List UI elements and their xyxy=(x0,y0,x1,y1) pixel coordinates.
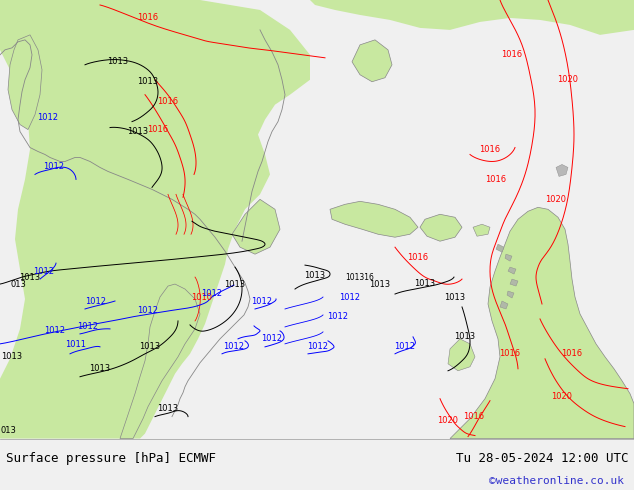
Polygon shape xyxy=(8,35,42,129)
Text: 1011: 1011 xyxy=(65,341,86,349)
Text: Surface pressure [hPa] ECMWF: Surface pressure [hPa] ECMWF xyxy=(6,452,216,465)
Text: 1013: 1013 xyxy=(89,364,110,373)
Text: 1012: 1012 xyxy=(44,162,65,171)
Text: Tu 28-05-2024 12:00 UTC (12+24): Tu 28-05-2024 12:00 UTC (12+24) xyxy=(456,452,634,465)
Text: 1012: 1012 xyxy=(77,322,98,331)
Text: 1020: 1020 xyxy=(552,392,573,401)
Text: 1013: 1013 xyxy=(304,270,326,280)
Text: 1013: 1013 xyxy=(455,332,476,342)
Text: 1016: 1016 xyxy=(408,253,429,262)
Text: 1013: 1013 xyxy=(224,280,245,289)
Text: 1012: 1012 xyxy=(138,306,158,316)
Text: 1016: 1016 xyxy=(157,97,179,106)
Polygon shape xyxy=(120,284,200,439)
Polygon shape xyxy=(556,165,568,176)
Text: 013: 013 xyxy=(10,280,26,289)
Text: 1016: 1016 xyxy=(562,349,583,358)
Text: 1016: 1016 xyxy=(148,125,169,134)
Text: 1012: 1012 xyxy=(339,293,361,301)
Text: 1016: 1016 xyxy=(479,145,501,154)
Text: 1012: 1012 xyxy=(202,289,223,297)
Text: 1013: 1013 xyxy=(1,352,23,361)
Text: 1013: 1013 xyxy=(20,272,41,282)
Text: 1020: 1020 xyxy=(557,75,578,84)
Polygon shape xyxy=(310,0,634,35)
Polygon shape xyxy=(232,199,280,254)
Text: 1013: 1013 xyxy=(127,127,148,136)
Text: 1013: 1013 xyxy=(370,280,391,289)
Text: 1016: 1016 xyxy=(138,13,158,23)
Text: 1012: 1012 xyxy=(37,113,58,122)
Text: 1016: 1016 xyxy=(501,50,522,59)
Text: 1012: 1012 xyxy=(328,313,349,321)
Text: 1020: 1020 xyxy=(437,416,458,425)
Polygon shape xyxy=(496,244,504,252)
Polygon shape xyxy=(448,339,475,371)
Polygon shape xyxy=(473,224,490,236)
Text: 1012: 1012 xyxy=(252,296,273,305)
Text: 101316: 101316 xyxy=(346,272,375,282)
Text: 013: 013 xyxy=(0,426,16,435)
Text: 1012: 1012 xyxy=(86,296,107,305)
Text: 1012: 1012 xyxy=(394,343,415,351)
Text: 1016: 1016 xyxy=(463,412,484,421)
Polygon shape xyxy=(0,0,310,439)
Polygon shape xyxy=(505,254,512,261)
Text: 1012: 1012 xyxy=(224,343,245,351)
Text: 1010: 1010 xyxy=(191,293,212,301)
Polygon shape xyxy=(508,267,516,274)
Text: 1013: 1013 xyxy=(139,343,160,351)
Polygon shape xyxy=(507,291,514,298)
Polygon shape xyxy=(352,40,392,82)
Polygon shape xyxy=(500,301,508,309)
Text: 1013: 1013 xyxy=(138,77,158,86)
Polygon shape xyxy=(510,279,518,286)
Text: 1013: 1013 xyxy=(107,57,129,66)
Polygon shape xyxy=(420,214,462,241)
Text: 1013: 1013 xyxy=(415,278,436,288)
Text: 1012: 1012 xyxy=(44,326,65,336)
Text: 1013: 1013 xyxy=(444,293,465,301)
Text: 1012: 1012 xyxy=(261,334,283,343)
Text: 1012: 1012 xyxy=(34,267,55,275)
Text: 1013: 1013 xyxy=(157,404,179,413)
Polygon shape xyxy=(330,201,418,237)
Polygon shape xyxy=(450,207,634,439)
Text: 1012: 1012 xyxy=(307,343,328,351)
Text: 1016: 1016 xyxy=(486,175,507,184)
Text: ©weatheronline.co.uk: ©weatheronline.co.uk xyxy=(489,476,624,486)
Text: 1016: 1016 xyxy=(500,349,521,358)
Text: 1020: 1020 xyxy=(545,195,567,204)
